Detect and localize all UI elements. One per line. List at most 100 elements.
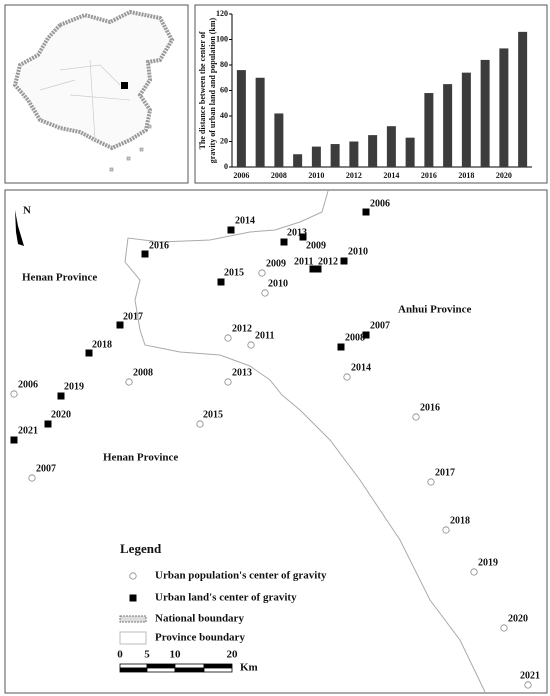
scale-segment <box>174 667 205 673</box>
land-point <box>309 265 317 273</box>
y-tick-label: 40 <box>220 111 228 120</box>
legend-label: Urban population's center of gravity <box>155 570 327 582</box>
population-point-label: 2014 <box>351 362 371 373</box>
legend-swatch <box>119 615 147 623</box>
inset-provinces <box>39 59 131 141</box>
population-point <box>247 341 255 349</box>
scale-label: 5 <box>144 649 150 661</box>
population-point <box>10 390 18 398</box>
population-point-label: 2006 <box>18 379 38 390</box>
scale-segment <box>119 667 148 673</box>
population-point-label: 2016 <box>420 402 440 413</box>
population-point <box>224 334 232 342</box>
population-point <box>28 474 36 482</box>
population-point-label: 2011 <box>255 330 274 341</box>
bar <box>274 113 284 167</box>
land-point <box>141 250 149 258</box>
population-point-label: 2008 <box>133 367 153 378</box>
scale-segment <box>119 663 148 669</box>
bar <box>424 93 434 167</box>
land-point <box>340 257 348 265</box>
population-point <box>196 420 204 428</box>
land-point-label: 2018 <box>92 339 112 350</box>
north-arrow <box>15 210 24 246</box>
population-point-label: 2015 <box>203 409 223 420</box>
population-point-label: 2013 <box>232 367 252 378</box>
population-point-label: 2010 <box>268 278 288 289</box>
land-point <box>217 278 225 286</box>
islands <box>109 124 152 172</box>
scale-segment <box>174 663 205 669</box>
x-tick-label: 2006 <box>233 171 249 180</box>
scale-label: 20 <box>227 649 239 661</box>
x-tick-label: 2008 <box>271 171 287 180</box>
population-point <box>470 568 478 576</box>
population-point-label: 2021 <box>520 670 540 681</box>
map-frame <box>4 189 548 694</box>
y-tick-label: 100 <box>216 34 228 43</box>
scale-segment <box>146 667 176 673</box>
population-point <box>427 478 435 486</box>
land-point <box>44 420 52 428</box>
land-point <box>280 238 288 246</box>
population-point <box>261 289 269 297</box>
land-point <box>362 331 370 339</box>
scale-unit: Km <box>240 662 258 674</box>
bar <box>386 126 396 167</box>
population-point-label: 2017 <box>435 467 455 478</box>
land-point <box>85 349 93 357</box>
land-point-label: 2007 <box>370 320 390 331</box>
y-axis-label: gravity of urban land and population (km… <box>208 17 217 163</box>
population-point <box>125 378 133 386</box>
population-point <box>412 413 420 421</box>
x-tick-label: 2020 <box>496 171 512 180</box>
bar <box>405 137 415 167</box>
bar <box>349 141 359 167</box>
land-point <box>362 208 370 216</box>
population-point <box>258 269 266 277</box>
land-point-label: 2008 <box>345 332 365 343</box>
legend-swatch <box>129 572 137 580</box>
x-tick-label: 2014 <box>383 171 399 180</box>
population-point <box>524 681 532 689</box>
land-point-label: 2012 <box>318 256 338 267</box>
region-label: Anhui Province <box>398 304 472 316</box>
scale-segment <box>203 663 233 669</box>
legend-swatch <box>119 631 147 645</box>
land-point-label: 2006 <box>370 198 390 209</box>
x-tick-label: 2010 <box>308 171 324 180</box>
y-tick-label: 120 <box>216 9 228 18</box>
land-point-label: 2021 <box>18 425 38 436</box>
land-point <box>116 321 124 329</box>
legend-swatch <box>129 594 137 602</box>
x-tick-label: 2018 <box>458 171 474 180</box>
y-axis-label: The distance between the center of <box>198 31 207 149</box>
legend-title: Legend <box>120 541 162 556</box>
population-point-label: 2009 <box>266 258 286 269</box>
land-point <box>337 343 345 351</box>
map-layer: N Henan Province Henan Province Anhui Provi… <box>10 198 540 689</box>
china-outline <box>12 9 175 151</box>
land-point-label: 2011 <box>294 256 313 267</box>
province-boundary <box>124 190 486 693</box>
scale-label: 0 <box>117 649 123 661</box>
land-point-label: 2009 <box>306 240 326 251</box>
bar <box>255 77 265 167</box>
population-point-label: 2007 <box>36 463 56 474</box>
bar <box>480 59 490 167</box>
region-label: Henan Province <box>22 272 97 284</box>
legend-label: Urban land's center of gravity <box>155 592 297 604</box>
land-point <box>10 436 18 444</box>
bar <box>461 72 471 167</box>
y-tick-label: 80 <box>220 60 228 69</box>
bar <box>368 135 378 167</box>
land-point-label: 2017 <box>123 311 143 322</box>
land-point-label: 2013 <box>287 227 307 238</box>
bar <box>443 84 453 167</box>
land-point-label: 2015 <box>224 267 244 278</box>
land-point-label: 2020 <box>51 409 71 420</box>
land-point <box>227 226 235 234</box>
land-point <box>57 392 65 400</box>
bar <box>293 154 303 167</box>
